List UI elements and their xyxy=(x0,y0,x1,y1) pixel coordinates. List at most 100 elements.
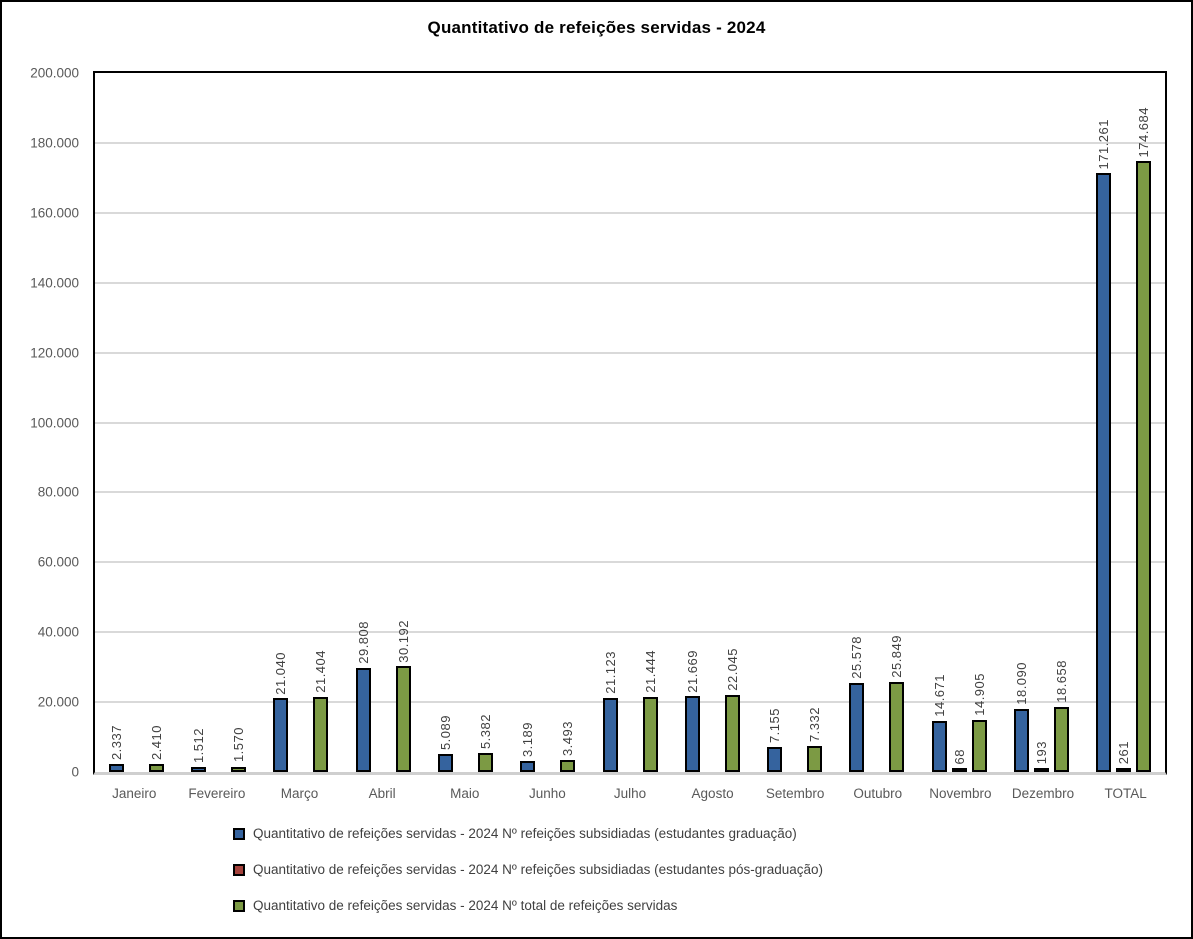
bar-cell: 21.404 xyxy=(313,73,329,772)
bar-series-2 xyxy=(642,697,658,772)
y-axis: 0 20.000 40.000 60.000 80.000 100.000 120.000 1… xyxy=(2,66,86,780)
bar-value-label: 25.578 xyxy=(849,635,865,679)
legend-swatch-icon xyxy=(233,827,245,840)
bar-value-label: 2.410 xyxy=(148,724,164,760)
x-tick-label-abril: Abril xyxy=(368,786,396,801)
bar-value-label: 3.189 xyxy=(520,721,536,757)
bar-series-0 xyxy=(273,698,289,772)
bar-value-label: 22.045 xyxy=(724,648,740,691)
x-tick-label-setembro: Setembro xyxy=(765,786,825,801)
bar-series-2 xyxy=(395,666,411,772)
gridline xyxy=(95,491,1165,494)
bar-series-0 xyxy=(108,763,124,772)
bar-value-label: 261 xyxy=(1116,740,1132,764)
chart-title: Quantitativo de refeições servidas - 202… xyxy=(427,18,766,37)
bar-cell: 2.410 xyxy=(148,73,164,772)
y-tick-label: 100.000 xyxy=(30,415,79,430)
bar-value-label: 5.089 xyxy=(437,715,453,751)
bar-value-label: 2.337 xyxy=(108,724,124,760)
x-tick-label-total: TOTAL xyxy=(1104,786,1147,801)
legend-swatch-icon xyxy=(233,899,245,912)
gridline xyxy=(95,351,1165,354)
bar-value-label: 1.570 xyxy=(230,727,246,763)
gridline-layer xyxy=(95,73,1165,772)
bar-cell: 68 xyxy=(951,73,967,772)
bar-value-label: 21.123 xyxy=(602,651,618,695)
x-tick-label-janeiro: Janeiro xyxy=(112,786,157,801)
bar-group-abril: 29.808 30.192 xyxy=(342,73,424,772)
bar-value-label: 174.684 xyxy=(1136,106,1152,158)
bar-series-0 xyxy=(190,766,206,772)
bar-series-1 xyxy=(951,768,967,772)
bar-cell: 174.684 xyxy=(1136,73,1152,772)
bar-cell: 7.332 xyxy=(807,73,823,772)
bar-series-2 xyxy=(807,746,823,772)
bar-value-label: 193 xyxy=(1034,740,1050,764)
bar-series-0 xyxy=(1096,173,1112,772)
legend-label: Quantitativo de refeições servidas - 202… xyxy=(253,898,678,913)
gridline xyxy=(95,281,1165,284)
x-tick-label-março: Março xyxy=(280,786,319,801)
bar-value-label: 7.332 xyxy=(807,707,823,743)
bar-cell: 261 xyxy=(1116,73,1132,772)
gridline xyxy=(95,211,1165,214)
bar-cell: 25.578 xyxy=(849,73,865,772)
bar-series-2 xyxy=(724,694,740,772)
bar-value-label: 25.849 xyxy=(889,634,905,678)
bar-value-label: 18.090 xyxy=(1014,662,1030,705)
bar-group-janeiro: 2.337 2.410 xyxy=(95,73,177,772)
y-tick-label: 60.000 xyxy=(37,554,79,570)
x-tick-label-maio: Maio xyxy=(450,786,480,801)
bar-series-0 xyxy=(355,667,371,772)
bar-cell: 5.382 xyxy=(477,73,493,772)
bar-value-label: 14.905 xyxy=(971,673,987,716)
bar-series-1 xyxy=(1116,768,1132,772)
legend-item-1: Quantitativo de refeições servidas - 202… xyxy=(233,862,823,877)
gridline xyxy=(95,631,1165,634)
y-tick-label: 20.000 xyxy=(37,694,79,710)
bar-group-julho: 21.123 21.444 xyxy=(589,73,671,772)
bar-group-total: 171.261 261 174.684 xyxy=(1083,73,1165,772)
bar-series-2 xyxy=(971,719,987,772)
bar-group-junho: 3.189 3.493 xyxy=(507,73,589,772)
x-tick-label-junho: Junho xyxy=(528,786,566,801)
bar-group-setembro: 7.155 7.332 xyxy=(754,73,836,772)
legend-item-0: Quantitativo de refeições servidas - 202… xyxy=(233,826,823,841)
bar-cell: 5.089 xyxy=(437,73,453,772)
bar-group-março: 21.040 21.404 xyxy=(260,73,342,772)
legend-swatch-icon xyxy=(233,863,245,876)
bar-value-label: 1.512 xyxy=(190,727,206,763)
bar-cell: 3.189 xyxy=(520,73,536,772)
bar-series-0 xyxy=(849,682,865,772)
bar-series-0 xyxy=(1014,708,1030,772)
gridline xyxy=(95,701,1165,704)
bar-cell: 1.570 xyxy=(230,73,246,772)
bar-cell: 3.493 xyxy=(560,73,576,772)
legend-label: Quantitativo de refeições servidas - 202… xyxy=(253,862,823,877)
bar-series-2 xyxy=(1054,706,1070,772)
bar-cell: 7.155 xyxy=(767,73,783,772)
bar-value-label: 21.444 xyxy=(642,650,658,694)
bars-layer: 2.337 2.410 1.512 1.570 21.040 21.404 29.808 30… xyxy=(95,73,1165,772)
bar-cell: 2.337 xyxy=(108,73,124,772)
bar-series-2 xyxy=(313,697,329,772)
y-tick-label: 40.000 xyxy=(37,624,79,640)
bar-value-label: 7.155 xyxy=(767,707,783,743)
bar-cell: 14.671 xyxy=(931,73,947,772)
legend: Quantitativo de refeições servidas - 202… xyxy=(233,826,823,913)
y-tick-label: 180.000 xyxy=(30,135,79,151)
bar-value-label: 21.669 xyxy=(684,649,700,693)
bar-cell: 18.090 xyxy=(1014,73,1030,772)
bar-value-label: 171.261 xyxy=(1096,118,1112,170)
bar-cell: 30.192 xyxy=(395,73,411,772)
bar-series-0 xyxy=(437,754,453,772)
bar-value-label: 30.192 xyxy=(395,619,411,663)
gridline xyxy=(95,141,1165,144)
bar-group-maio: 5.089 5.382 xyxy=(424,73,506,772)
x-tick-label-outubro: Outubro xyxy=(853,786,903,801)
bar-cell: 14.905 xyxy=(971,73,987,772)
bar-cell: 193 xyxy=(1034,73,1050,772)
bar-series-2 xyxy=(889,681,905,772)
plot-area: 2.337 2.410 1.512 1.570 21.040 21.404 29.808 30… xyxy=(93,71,1167,775)
x-tick-label-fevereiro: Fevereiro xyxy=(188,786,246,801)
